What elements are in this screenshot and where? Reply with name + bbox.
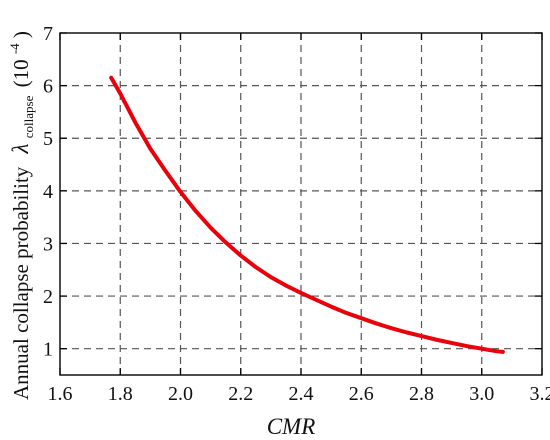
y-tick-label: 4 [43,181,53,203]
y-axis-label-unit-close: ) [9,31,33,38]
series-line-0 [109,75,505,354]
y-axis-label-text: Annual collapse probability [9,166,33,400]
tick-layer [59,32,543,375]
x-tick-label: 3.2 [530,383,550,405]
y-axis-label-unit-exponent: -4 [7,43,22,54]
y-tick-labels: 1 2 3 4 5 6 7 [43,23,53,361]
x-tick-label: 2.6 [349,383,374,405]
x-axis-label: CMR [267,414,316,439]
y-tick-label: 3 [43,233,53,255]
y-tick-label: 7 [43,23,53,45]
y-axis-label-subscript: collapse [21,95,36,138]
x-tick-label: 2.8 [409,383,434,405]
y-axis-label-symbol: λ [8,143,33,154]
x-tick-label: 1.6 [48,383,73,405]
series-layer [109,75,505,354]
y-tick-label: 1 [43,339,53,361]
x-tick-label: 2.2 [228,383,253,405]
y-tick-label: 5 [43,128,53,150]
grid [60,33,542,375]
x-tick-label: 3.0 [469,383,494,405]
y-tick-label: 2 [43,286,53,308]
y-tick-label: 6 [43,76,53,98]
y-axis-label: Annual collapse probability λ collapse (… [0,31,38,400]
x-tick-label: 2.0 [168,383,193,405]
x-tick-label: 2.4 [289,383,314,405]
x-tick-label: 1.8 [108,383,133,405]
x-tick-labels: 1.6 1.8 2.0 2.2 2.4 2.6 2.8 3.0 3.2 [48,383,550,405]
y-axis-label-unit: (10 [9,59,33,87]
